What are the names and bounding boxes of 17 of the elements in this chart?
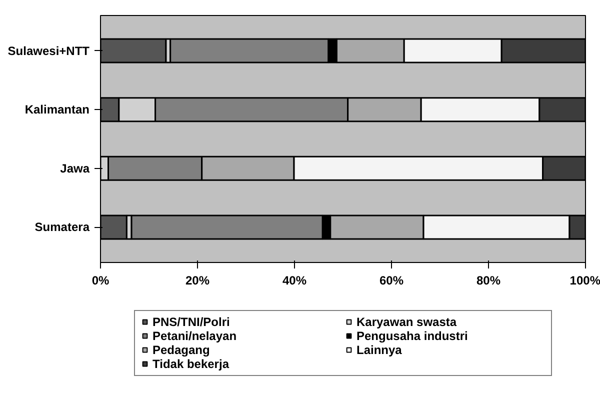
x-tick-label: 20% [185, 274, 210, 288]
y-tick-label: Sulawesi+NTT [8, 44, 90, 58]
legend-label: Petani/nelayan [152, 328, 238, 342]
legend-label: Lainnya [356, 342, 403, 356]
y-tick-label: Kalimantan [24, 102, 90, 117]
y-tick-label: Jawa [60, 161, 90, 176]
legend-label: Pengusaha industri [356, 328, 469, 342]
y-tick-label: Sumatera [34, 220, 90, 234]
legend-label: Tidak bekerja [152, 356, 230, 370]
x-tick-label: 60% [379, 274, 404, 288]
legend-label: PNS/TNI/Polri [152, 314, 231, 328]
legend-label: Karyawan swasta [356, 314, 458, 328]
x-tick-label: 80% [476, 274, 501, 288]
x-tick-label: 100% [570, 274, 600, 288]
x-tick-label: 40% [282, 274, 307, 288]
x-tick-label: 0% [92, 274, 110, 288]
legend-label: Pedagang [152, 342, 211, 356]
